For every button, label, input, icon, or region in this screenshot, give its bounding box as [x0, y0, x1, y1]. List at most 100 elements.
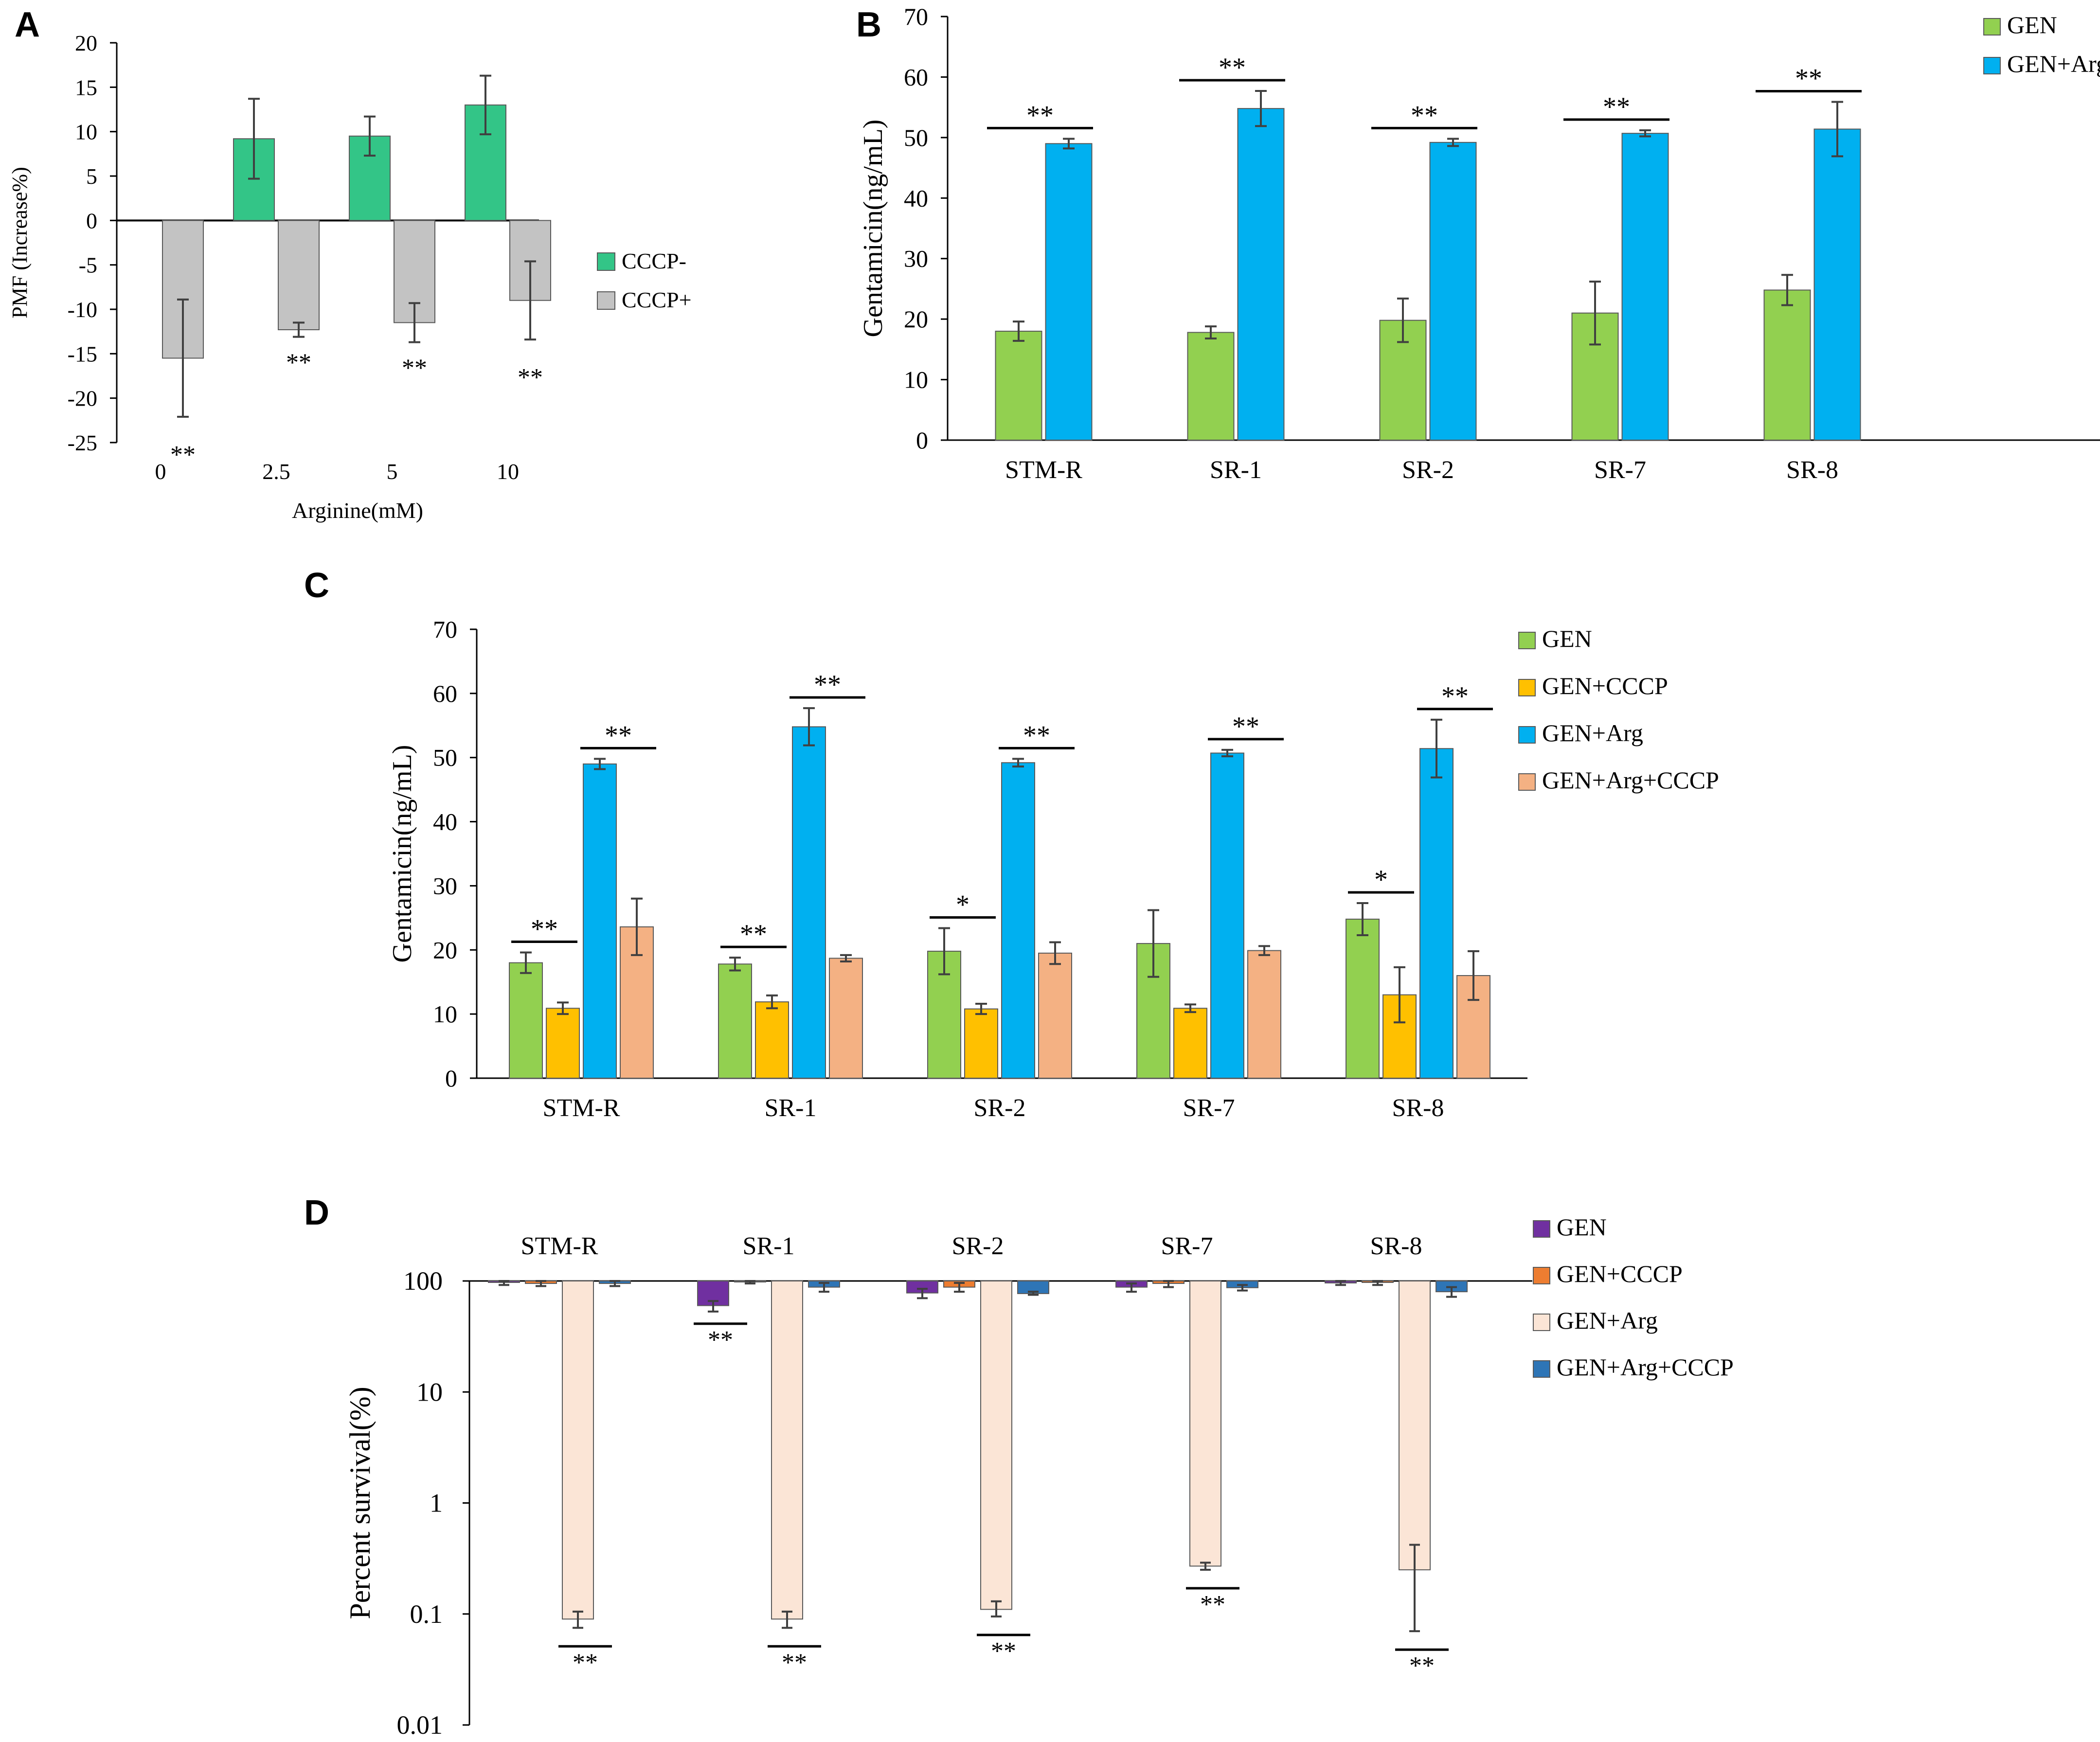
panel-b-significance-mark: **	[1411, 100, 1438, 130]
panel-d-legend-swatch	[1533, 1267, 1550, 1284]
panel-c-y-tick-label: 30	[433, 872, 457, 899]
panel-d-bar	[562, 1280, 594, 1620]
panel-d-label: D	[304, 1193, 329, 1232]
panel-d-bar	[1017, 1280, 1049, 1294]
panel-d-legend-label: GEN+CCCP	[1557, 1260, 1683, 1287]
panel-a-significance: **	[402, 355, 427, 382]
panel-a-y-tick-label: -5	[79, 253, 97, 278]
panel-a-chart: -25-20-15-10-505101520**0**2.5**5**10Arg…	[8, 31, 551, 523]
panel-b-y-tick-label: 60	[904, 63, 928, 90]
panel-a-y-tick-label: 15	[75, 75, 97, 100]
panel-b-x-tick-label: SR-7	[1594, 456, 1646, 484]
panel-b-significance-mark: **	[1219, 53, 1246, 83]
panel-d-legend: GEN GEN+CCCP GEN+Arg GEN+Arg+CCCP	[1533, 1213, 1734, 1381]
panel-a-legend-label: CCCP-	[622, 249, 686, 273]
panel-d-legend-swatch	[1533, 1360, 1550, 1378]
panel-d-y-tick-label: 10	[416, 1377, 443, 1406]
panel-b-legend-label: GEN+Arg	[2007, 50, 2100, 77]
panel-b-y-tick-label: 50	[904, 124, 928, 151]
panel-c-chart: 010203040506070STM-R****SR-1****SR-2***S…	[387, 616, 1527, 1122]
panel-a-x-tick-label: 5	[387, 459, 398, 484]
panel-c-significance-arg-mark: **	[1441, 681, 1469, 711]
panel-d-x-tick-label: STM-R	[521, 1232, 598, 1260]
panel-b-y-tick-label: 0	[916, 427, 928, 454]
panel-b-y-tick-label: 30	[904, 245, 928, 272]
panel-a-y-tick-label: 10	[75, 120, 97, 144]
panel-c-legend-label: GEN+Arg+CCCP	[1542, 766, 1719, 794]
panel-b-bar	[1763, 289, 1811, 441]
panel-b-bar	[1237, 108, 1285, 441]
panel-c-significance-gen-mark: **	[531, 914, 558, 944]
panel-b-label: B	[856, 5, 881, 44]
panel-a-y-tick-label: -25	[68, 430, 97, 455]
panel-a-legend-swatch	[597, 252, 615, 271]
panel-b-significance-mark: **	[1603, 92, 1630, 122]
panel-d-legend-swatch	[1533, 1314, 1550, 1331]
panel-letter-b: B	[856, 5, 881, 44]
panel-c-bar	[792, 726, 826, 1079]
panel-c-y-tick-label: 60	[433, 680, 457, 707]
panel-b-chart: 0 10 20 30 40 50 60 70 STM-R ** SR-1 ** SR-2 ** SR-7 **…	[858, 3, 2100, 484]
panel-b-y-tick-label: 10	[904, 366, 928, 393]
panel-c-bar	[1038, 952, 1072, 1079]
panel-d-bar	[1189, 1280, 1221, 1567]
panel-a-y-tick-label: 0	[86, 208, 97, 233]
panel-c-legend-label: GEN	[1542, 625, 1592, 652]
panel-b-legend-label: GEN	[2007, 11, 2057, 38]
panel-a-y-tick-label: -10	[68, 297, 97, 322]
panel-b-bar	[1813, 128, 1861, 441]
panel-a-y-label: PMF (Increase%)	[8, 167, 32, 319]
panel-b-legend-swatch	[1983, 57, 2001, 74]
panel-d-x-tick-label: SR-1	[743, 1232, 795, 1260]
panel-c-bar	[1419, 748, 1454, 1079]
panel-c-significance-arg-mark: **	[1023, 720, 1050, 750]
panel-c-significance-arg-mark: **	[814, 670, 841, 700]
panel-c-legend-label: GEN+Arg	[1542, 719, 1643, 747]
panel-d-bar	[771, 1280, 803, 1620]
panel-letter-a: A	[15, 5, 40, 44]
panel-c-bar	[1346, 918, 1380, 1079]
panel-c-bar	[718, 963, 752, 1079]
panel-d-y-label: Percent survival(%)	[344, 1386, 376, 1619]
panel-b-bar	[1045, 143, 1093, 441]
panel-a-label: A	[15, 5, 40, 44]
panel-c-bar	[1247, 950, 1281, 1079]
panel-letter-c: C	[304, 566, 329, 605]
panel-a-significance: **	[170, 441, 196, 469]
panel-a-legend-label: CCCP+	[622, 287, 692, 312]
panel-b-x-tick-label: SR-1	[1210, 456, 1262, 484]
panel-c-y-tick-label: 50	[433, 744, 457, 771]
panel-c-legend: GEN GEN+CCCP GEN+Arg GEN+Arg+CCCP	[1518, 625, 1719, 794]
panel-c-significance-arg-mark: **	[605, 720, 632, 750]
panel-a-x-tick-label: 2.5	[262, 459, 290, 484]
panel-d-legend-label: GEN+Arg	[1557, 1307, 1658, 1334]
panel-b-x-tick-label: SR-2	[1402, 456, 1454, 484]
panel-d-legend-label: GEN	[1557, 1213, 1607, 1241]
panel-b-significance-mark: **	[1026, 100, 1054, 130]
panel-a-significance: **	[286, 349, 311, 377]
panel-c-bar	[509, 962, 543, 1079]
panel-d-bar	[1399, 1280, 1431, 1570]
panel-b-legend-swatch	[1983, 18, 2001, 36]
panel-b-bar	[995, 331, 1042, 441]
panel-c-y-tick-label: 0	[445, 1065, 457, 1092]
panel-b-x-tick-label: SR-8	[1786, 456, 1838, 484]
panel-c-legend-swatch	[1518, 773, 1536, 791]
panel-b-bar	[1429, 142, 1477, 441]
panel-d-chart: 0.01 0.1 1 10 100 STM-R ** SR-1 ** ** SR-2 ** SR-7 **…	[344, 1232, 1532, 1740]
panel-a-significance: **	[518, 364, 543, 391]
panel-d-significance-gen-mark: **	[708, 1326, 733, 1354]
panel-a-x-tick-label: 10	[497, 459, 519, 484]
panel-c-y-tick-label: 70	[433, 616, 457, 643]
panel-c-x-tick-label: SR-1	[765, 1094, 817, 1122]
panel-a-y-tick-label: 20	[75, 31, 97, 55]
panel-c-bar	[829, 958, 863, 1079]
panel-d-bar	[980, 1280, 1012, 1610]
panel-c-legend-swatch	[1518, 726, 1536, 744]
panel-d-legend-swatch	[1533, 1220, 1550, 1238]
panel-c-y-label: Gentamicin(ng/mL)	[387, 745, 417, 963]
panel-b-y-tick-label: 70	[904, 3, 928, 30]
panel-b-x-tick-label: STM-R	[1005, 456, 1082, 484]
panel-b-bar	[1621, 133, 1669, 441]
